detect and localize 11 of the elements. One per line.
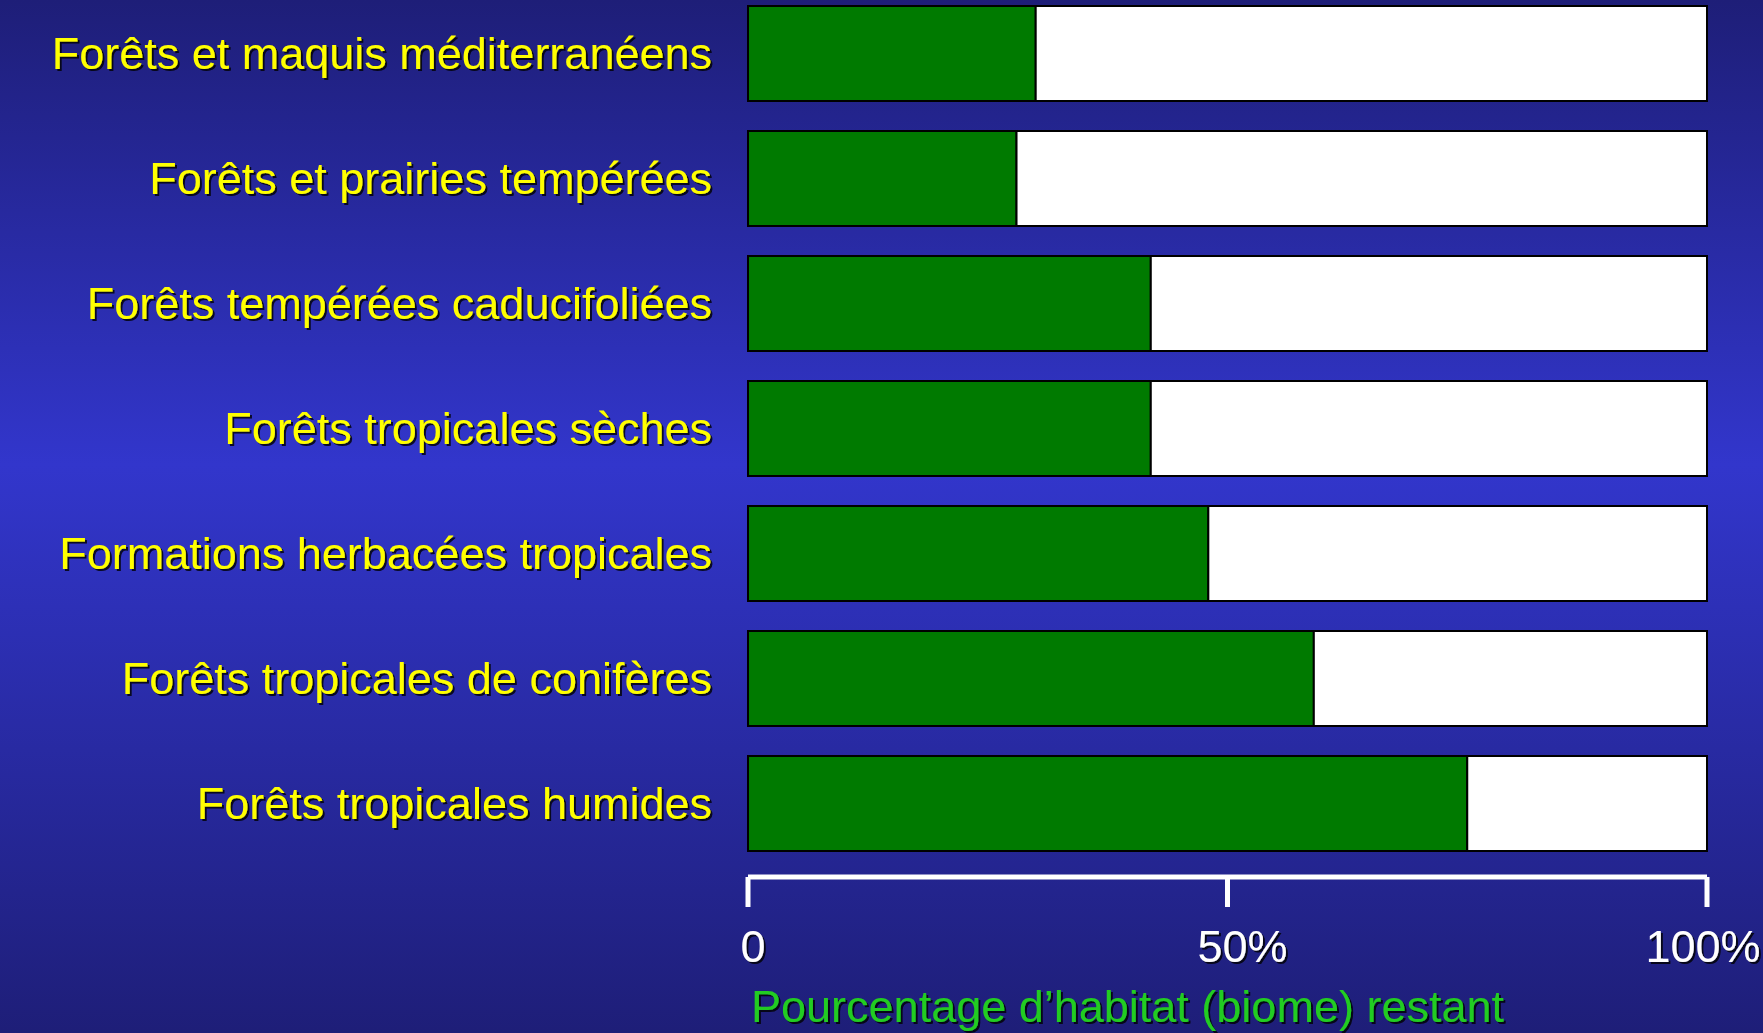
y-tick-label: Forêts tropicales de conifères: [121, 653, 712, 705]
x-tick-label: 0: [740, 921, 766, 972]
y-tick-label: Forêts et maquis méditerranéens: [51, 28, 712, 80]
y-tick-label: Forêts tropicales sèches: [224, 403, 712, 455]
y-tick-label: Forêts tropicales humides: [196, 778, 712, 830]
x-axis-title: Pourcentage d’habitat (biome) restant: [751, 981, 1505, 1032]
y-tick-label: Forêts tempérées caducifoliées: [86, 278, 712, 330]
y-tick-label: Forêts et prairies tempérées: [149, 153, 712, 205]
y-tick-label: Formations herbacées tropicales: [59, 528, 712, 580]
x-tick-label: 100%: [1645, 921, 1761, 972]
x-tick-label: 50%: [1197, 921, 1288, 972]
